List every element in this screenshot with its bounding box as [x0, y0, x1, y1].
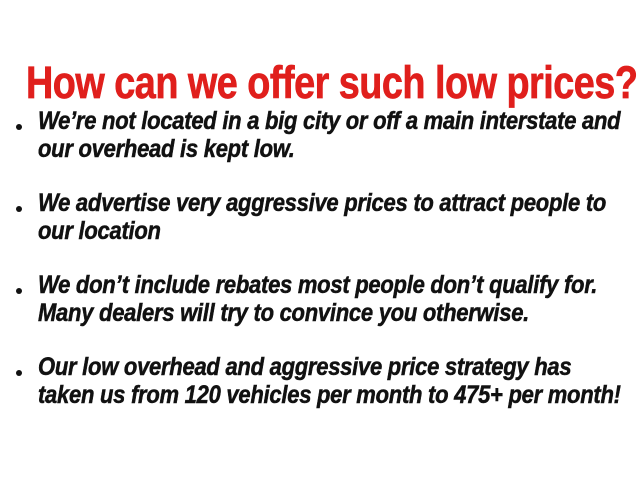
- list-item: We’re not located in a big city or off a…: [10, 107, 630, 163]
- bullet-point-icon: [16, 206, 22, 212]
- bullet-list: We’re not located in a big city or off a…: [10, 107, 630, 409]
- list-item: Our low overhead and aggressive price st…: [10, 353, 630, 409]
- list-item: We don’t include rebates most people don…: [10, 271, 630, 327]
- list-item: We advertise very aggressive prices to a…: [10, 189, 630, 245]
- bullet-point-icon: [16, 288, 22, 294]
- list-item-label: Our low overhead and aggressive price st…: [38, 353, 621, 410]
- list-item-label: We advertise very aggressive prices to a…: [38, 189, 607, 246]
- bullet-point-icon: [16, 124, 22, 130]
- list-item-label: We’re not located in a big city or off a…: [38, 107, 621, 164]
- slide-title: How can we offer such low prices?: [26, 57, 639, 109]
- bullet-point-icon: [16, 370, 22, 376]
- list-item-label: We don’t include rebates most people don…: [38, 271, 598, 328]
